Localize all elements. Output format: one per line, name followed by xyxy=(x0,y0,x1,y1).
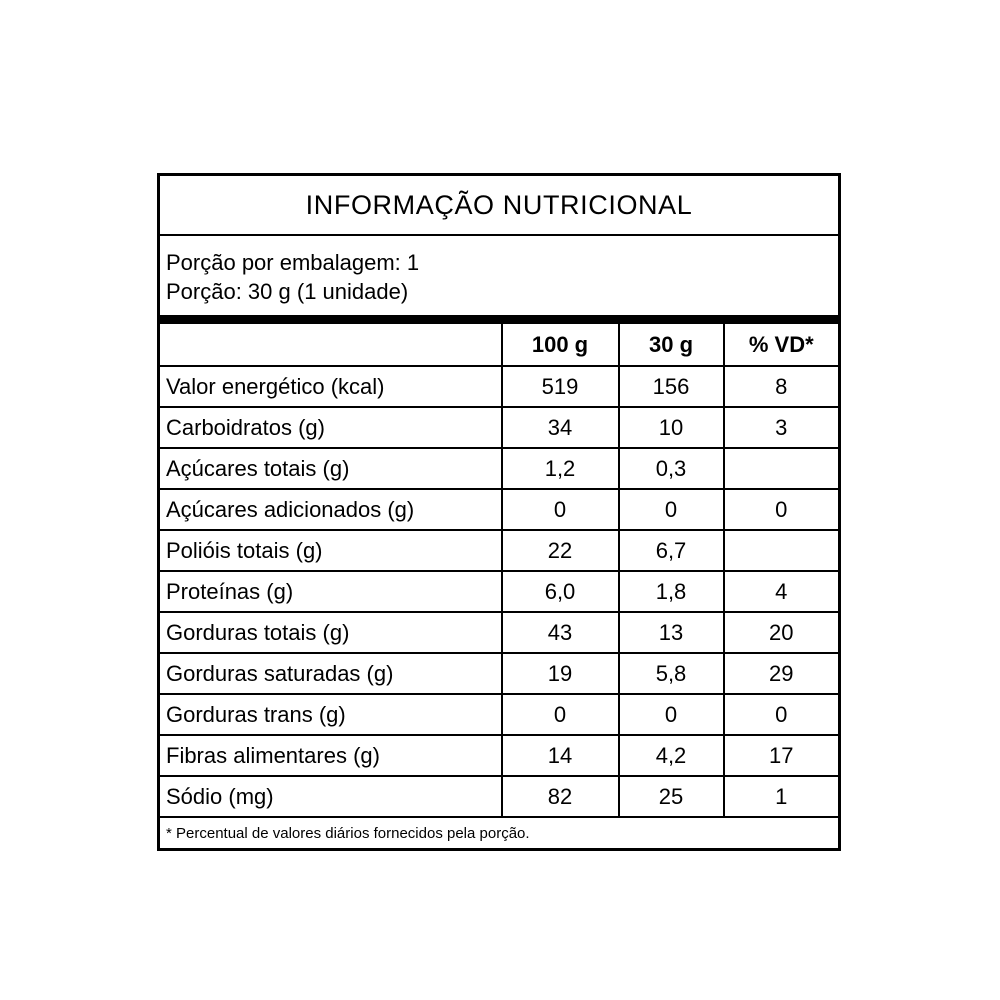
value-per-100g: 82 xyxy=(500,775,620,818)
value-percent-vd: 3 xyxy=(722,406,840,449)
value-per-portion: 1,8 xyxy=(617,570,725,613)
nutrition-label: INFORMAÇÃO NUTRICIONAL Porção por embala… xyxy=(157,173,842,851)
table-row: Polióis totais (g) 22 6,7 xyxy=(158,529,840,572)
separator-cell xyxy=(158,315,840,324)
value-per-portion: 4,2 xyxy=(617,734,725,777)
value-per-portion: 156 xyxy=(617,365,725,408)
value-per-100g: 19 xyxy=(500,652,620,695)
nutrient-name: Polióis totais (g) xyxy=(158,529,503,572)
table-row: Gorduras totais (g) 43 13 20 xyxy=(158,611,840,654)
column-header-row: 100 g 30 g % VD* xyxy=(158,324,841,367)
value-percent-vd: 1 xyxy=(722,775,840,818)
footnote-row: * Percentual de valores diários fornecid… xyxy=(158,816,840,850)
table-row: Açúcares totais (g) 1,2 0,3 xyxy=(158,447,840,490)
nutrient-name: Proteínas (g) xyxy=(158,570,503,613)
column-header-percent-vd: % VD* xyxy=(722,324,841,367)
table-row: Gorduras saturadas (g) 19 5,8 29 xyxy=(158,652,840,695)
value-per-100g: 0 xyxy=(500,693,620,736)
table-row: Proteínas (g) 6,0 1,8 4 xyxy=(158,570,840,613)
value-per-portion: 6,7 xyxy=(617,529,725,572)
value-per-portion: 13 xyxy=(617,611,725,654)
title-row: INFORMAÇÃO NUTRICIONAL xyxy=(158,174,840,236)
value-per-portion: 0 xyxy=(617,693,725,736)
value-percent-vd: 17 xyxy=(722,734,840,777)
nutrient-name: Gorduras trans (g) xyxy=(158,693,503,736)
thick-separator-bar xyxy=(158,315,840,324)
title-cell: INFORMAÇÃO NUTRICIONAL xyxy=(158,174,840,236)
nutrient-name: Gorduras totais (g) xyxy=(158,611,503,654)
nutrient-name: Açúcares totais (g) xyxy=(158,447,503,490)
nutrient-name: Gorduras saturadas (g) xyxy=(158,652,503,695)
footnote-text: * Percentual de valores diários fornecid… xyxy=(158,816,840,850)
column-header-name xyxy=(158,324,503,367)
value-per-100g: 14 xyxy=(500,734,620,777)
nutrition-facts-table: INFORMAÇÃO NUTRICIONAL Porção por embala… xyxy=(157,173,842,851)
value-percent-vd xyxy=(722,447,840,490)
column-header-per-portion: 30 g xyxy=(617,324,725,367)
nutrient-name: Açúcares adicionados (g) xyxy=(158,488,503,531)
nutrient-name: Sódio (mg) xyxy=(158,775,503,818)
value-per-100g: 6,0 xyxy=(500,570,620,613)
table-row: Gorduras trans (g) 0 0 0 xyxy=(158,693,840,736)
table-row: Carboidratos (g) 34 10 3 xyxy=(158,406,840,449)
value-per-portion: 25 xyxy=(617,775,725,818)
value-percent-vd: 8 xyxy=(722,365,840,408)
page-title: INFORMAÇÃO NUTRICIONAL xyxy=(305,189,693,220)
value-per-100g: 34 xyxy=(500,406,620,449)
value-percent-vd: 20 xyxy=(722,611,840,654)
value-percent-vd: 29 xyxy=(722,652,840,695)
nutrient-name: Carboidratos (g) xyxy=(158,406,503,449)
value-per-portion: 10 xyxy=(617,406,725,449)
table-row: Sódio (mg) 82 25 1 xyxy=(158,775,840,818)
value-per-100g: 43 xyxy=(500,611,620,654)
serving-info-cell: Porção por embalagem: 1 Porção: 30 g (1 … xyxy=(158,234,840,315)
table-row: Açúcares adicionados (g) 0 0 0 xyxy=(158,488,840,531)
value-per-100g: 519 xyxy=(500,365,620,408)
value-per-portion: 0,3 xyxy=(617,447,725,490)
column-header-per-100g: 100 g xyxy=(500,324,620,367)
nutrition-table-body: INFORMAÇÃO NUTRICIONAL Porção por embala… xyxy=(158,174,841,850)
value-per-100g: 22 xyxy=(500,529,620,572)
value-per-portion: 5,8 xyxy=(617,652,725,695)
nutrient-name: Fibras alimentares (g) xyxy=(158,734,503,777)
nutrient-name: Valor energético (kcal) xyxy=(158,365,503,408)
servings-per-package: Porção por embalagem: 1 xyxy=(166,249,420,275)
value-per-portion: 0 xyxy=(617,488,725,531)
value-per-100g: 1,2 xyxy=(500,447,620,490)
value-per-100g: 0 xyxy=(500,488,620,531)
table-row: Valor energético (kcal) 519 156 8 xyxy=(158,365,840,408)
value-percent-vd: 0 xyxy=(722,488,840,531)
portion-size: Porção: 30 g (1 unidade) xyxy=(166,279,409,304)
value-percent-vd xyxy=(722,529,840,572)
table-row: Fibras alimentares (g) 14 4,2 17 xyxy=(158,734,840,777)
value-percent-vd: 4 xyxy=(722,570,840,613)
serving-info-row: Porção por embalagem: 1 Porção: 30 g (1 … xyxy=(158,234,840,315)
value-percent-vd: 0 xyxy=(722,693,840,736)
